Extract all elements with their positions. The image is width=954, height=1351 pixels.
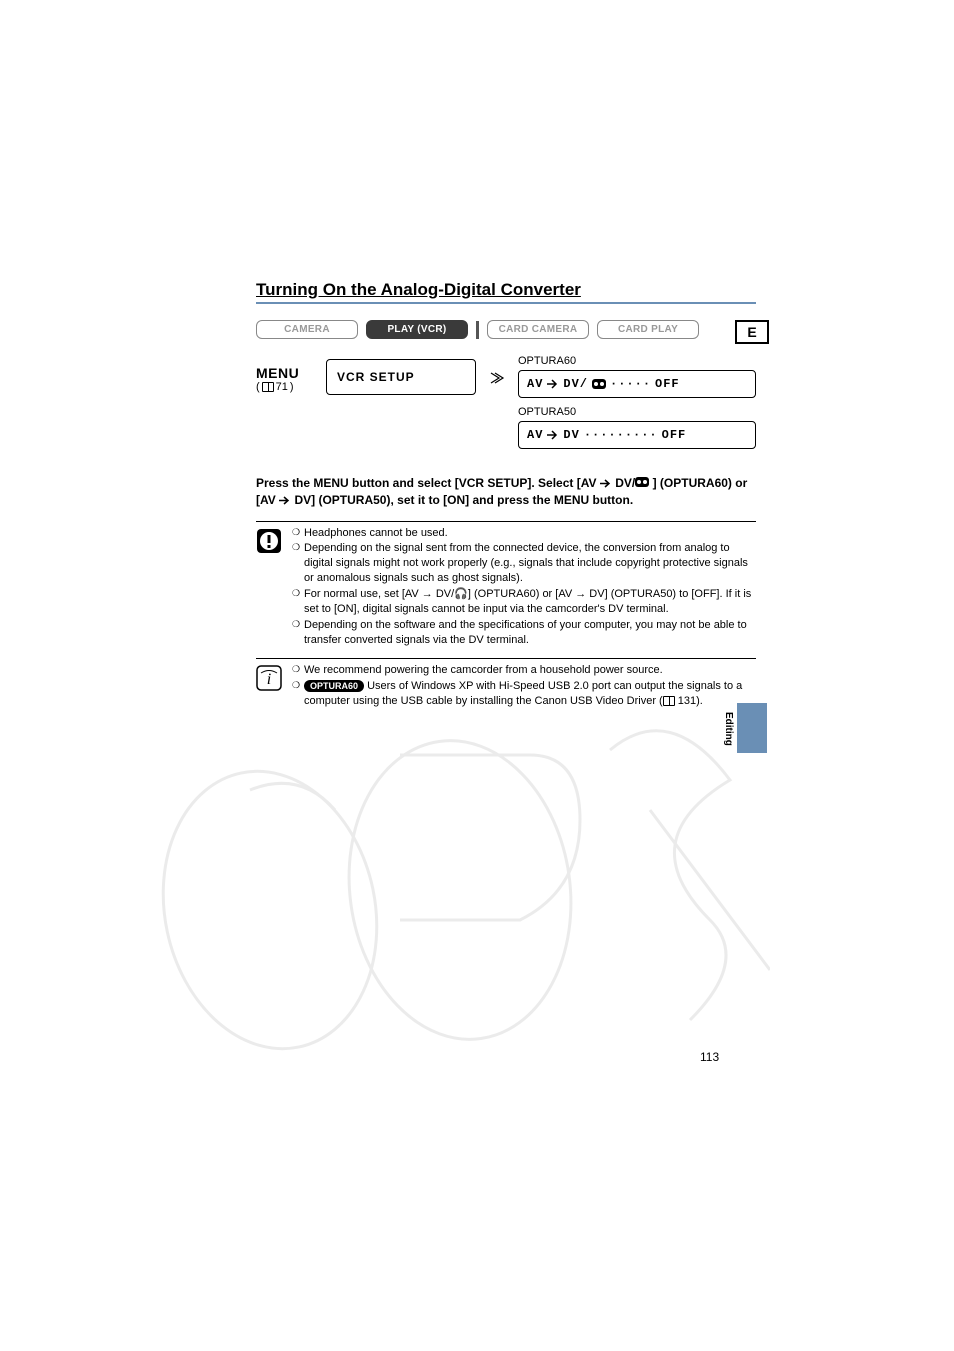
- instr-1c: ]: [653, 476, 657, 490]
- instr-3: button.: [593, 493, 634, 507]
- instr-1b: DV/: [615, 476, 635, 490]
- warning-text: Headphones cannot be used. Depending on …: [292, 526, 756, 649]
- mode-selector-row: CAMERA PLAY (VCR) CARD CAMERA CARD PLAY: [256, 320, 756, 339]
- vcr-setup-box: VCR SETUP: [326, 359, 476, 395]
- headphone-icon: [635, 477, 649, 487]
- warning-note-block: Headphones cannot be used. Depending on …: [256, 521, 756, 649]
- mode-play-vcr: PLAY (VCR): [366, 320, 468, 339]
- instr-1a: Press the MENU button and select [VCR SE…: [256, 476, 597, 490]
- instr-2b: DV] (OPTURA50), set it to [ON] and press…: [294, 493, 589, 507]
- info-icon: i: [256, 663, 282, 710]
- section-title: Turning On the Analog-Digital Converter: [256, 280, 756, 304]
- mode-card-play: CARD PLAY: [597, 320, 699, 339]
- option-box-1: AV DV/ ····· OFF: [518, 370, 756, 398]
- model-label-2: OPTURA50: [518, 406, 756, 418]
- page-number: 113: [700, 1050, 719, 1064]
- book-icon: [262, 382, 274, 392]
- opt1-suffix: OFF: [655, 377, 680, 391]
- warning-icon: [256, 526, 282, 649]
- model-label-1: OPTURA60: [518, 355, 756, 367]
- arrow-right-icon: [547, 430, 559, 440]
- instruction-text: Press the MENU button and select [VCR SE…: [256, 475, 756, 509]
- menu-ref-page: 71: [276, 381, 288, 393]
- note1-item: Depending on the software and the specif…: [292, 618, 756, 648]
- copy-watermark: [150, 660, 770, 1060]
- info-text: We recommend powering the camcorder from…: [292, 663, 756, 710]
- arrow-right-icon: [600, 479, 612, 488]
- option-box-2: AV DV ········· OFF: [518, 421, 756, 449]
- mode-separator: [476, 321, 479, 339]
- opt2-mid: DV: [563, 428, 579, 442]
- headphone-icon: [592, 379, 606, 389]
- info-note-block: i We recommend powering the camcorder fr…: [256, 658, 756, 710]
- book-icon: [663, 696, 675, 706]
- note1-item: Headphones cannot be used.: [292, 526, 756, 541]
- arrow-right-icon: [547, 379, 559, 389]
- opt1-dots: ·····: [610, 377, 651, 391]
- opt2-dots: ·········: [584, 428, 658, 442]
- option-column: OPTURA60 AV DV/ ····· OFF OPTURA50 AV DV…: [518, 353, 756, 457]
- note2-end: ).: [696, 695, 703, 707]
- note2-item: OPTURA60 Users of Windows XP with Hi-Spe…: [292, 679, 756, 709]
- arrow-right-icon: [279, 496, 291, 505]
- opt2-suffix: OFF: [662, 428, 687, 442]
- opt2-prefix: AV: [527, 428, 543, 442]
- note2-ref: 131: [678, 695, 696, 707]
- menu-page-ref: ( 71): [256, 381, 314, 393]
- mode-card-camera: CARD CAMERA: [487, 320, 589, 339]
- arrow-column: [488, 353, 506, 385]
- svg-text:i: i: [267, 671, 271, 688]
- opt1-prefix: AV: [527, 377, 543, 391]
- page-content: Turning On the Analog-Digital Converter …: [256, 280, 756, 720]
- chevron-right-icon: [489, 371, 505, 385]
- menu-word: MENU: [256, 365, 314, 381]
- menu-label-block: MENU ( 71): [256, 353, 314, 393]
- note1-item: Depending on the signal sent from the co…: [292, 541, 756, 586]
- model-badge: OPTURA60: [304, 680, 364, 692]
- menu-row: MENU ( 71) VCR SETUP OPTURA60 AV DV/ ···…: [256, 353, 756, 457]
- opt1-mid: DV/: [563, 377, 588, 391]
- mode-camera: CAMERA: [256, 320, 358, 339]
- note2-text: Users of Windows XP with Hi-Speed USB 2.…: [304, 680, 742, 707]
- note2-item: We recommend powering the camcorder from…: [292, 663, 756, 678]
- note1-item: For normal use, set [AV → DV/🎧] (OPTURA6…: [292, 587, 756, 617]
